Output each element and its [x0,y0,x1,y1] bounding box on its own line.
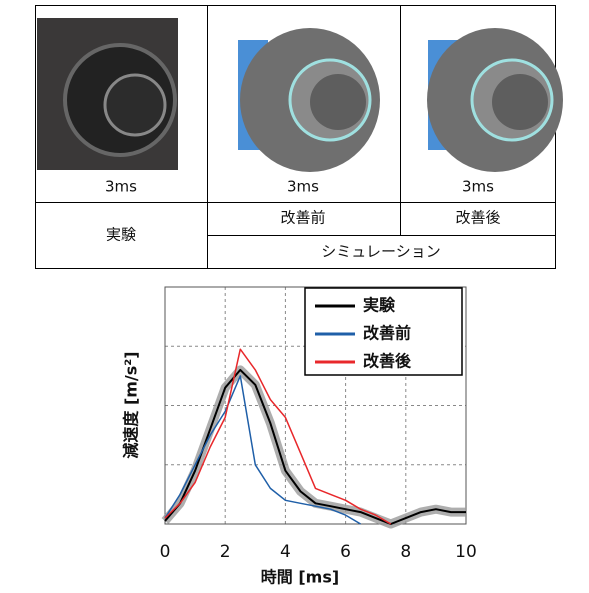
x-tick-label: 8 [400,542,411,562]
x-tick-label: 6 [340,542,351,562]
simulation-image [238,28,380,172]
legend-label: 実験 [363,296,396,315]
x-tick-label: 0 [160,542,171,562]
x-axis-label: 時間 [ms] [261,568,339,587]
caption: 3ms [105,178,137,196]
column-header: 改善後 [455,209,500,227]
legend-label: 改善前 [363,324,411,343]
simulation-image [427,28,563,172]
figure: 3ms 3ms 3ms 実験 改善前 改善後 シミュレーション 時間 [ms] … [0,0,589,593]
x-tick-label: 2 [220,542,231,562]
column-header: 改善前 [280,209,325,227]
x-tick-label: 10 [455,542,477,562]
photo [37,18,178,170]
x-tick-label: 4 [280,542,291,562]
caption: 3ms [462,178,494,196]
row-header: 実験 [106,226,136,244]
legend-label: 改善後 [363,352,412,371]
caption: 3ms [287,178,319,196]
group-header: シミュレーション [321,243,440,261]
y-axis-label: 減速度 [m/s²] [122,351,141,458]
